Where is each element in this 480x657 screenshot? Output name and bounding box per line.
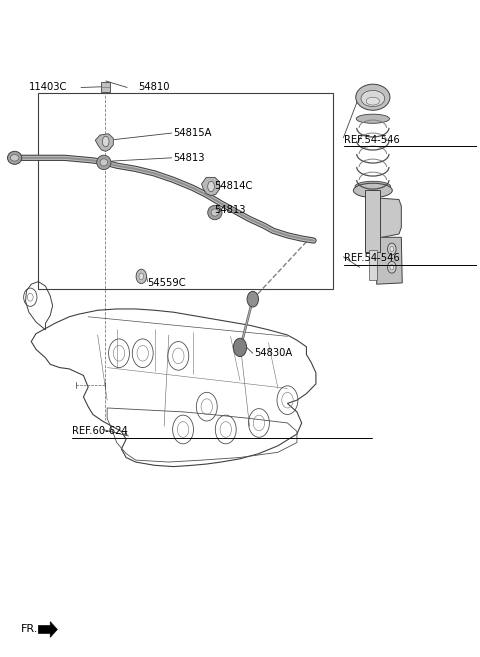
Ellipse shape	[102, 136, 109, 147]
Ellipse shape	[353, 183, 392, 198]
Ellipse shape	[361, 91, 384, 106]
Bar	[365, 190, 381, 252]
Ellipse shape	[355, 181, 391, 192]
Text: 54830A: 54830A	[254, 348, 292, 358]
Ellipse shape	[11, 154, 19, 161]
Ellipse shape	[8, 151, 22, 164]
Ellipse shape	[356, 114, 389, 124]
Text: 54814C: 54814C	[214, 181, 252, 191]
Bar	[38, 93, 333, 290]
Ellipse shape	[211, 209, 219, 216]
Polygon shape	[381, 198, 401, 240]
Polygon shape	[377, 237, 402, 284]
Text: REF.60-624: REF.60-624	[72, 426, 127, 436]
Ellipse shape	[356, 84, 390, 110]
Circle shape	[390, 265, 394, 270]
Bar	[101, 81, 109, 92]
Circle shape	[387, 243, 396, 255]
Ellipse shape	[208, 206, 222, 219]
Text: 11403C: 11403C	[28, 83, 67, 93]
Text: 54559C: 54559C	[147, 278, 186, 288]
Circle shape	[387, 261, 396, 273]
Circle shape	[139, 273, 144, 280]
Text: REF.54-546: REF.54-546	[344, 135, 400, 145]
Polygon shape	[96, 134, 113, 151]
Text: FR.: FR.	[21, 624, 38, 635]
Bar	[369, 250, 377, 280]
Polygon shape	[38, 622, 57, 637]
Ellipse shape	[366, 97, 380, 105]
Ellipse shape	[208, 181, 215, 192]
Text: 54810: 54810	[138, 83, 169, 93]
Polygon shape	[202, 177, 219, 196]
Circle shape	[136, 269, 146, 284]
Text: REF.54-546: REF.54-546	[344, 253, 400, 263]
Circle shape	[390, 246, 394, 252]
Ellipse shape	[100, 159, 108, 166]
Ellipse shape	[96, 155, 111, 170]
Circle shape	[233, 338, 247, 357]
Text: 54813: 54813	[214, 205, 245, 215]
Text: 54813: 54813	[174, 153, 205, 163]
Circle shape	[247, 291, 259, 307]
Text: 54815A: 54815A	[174, 128, 212, 138]
